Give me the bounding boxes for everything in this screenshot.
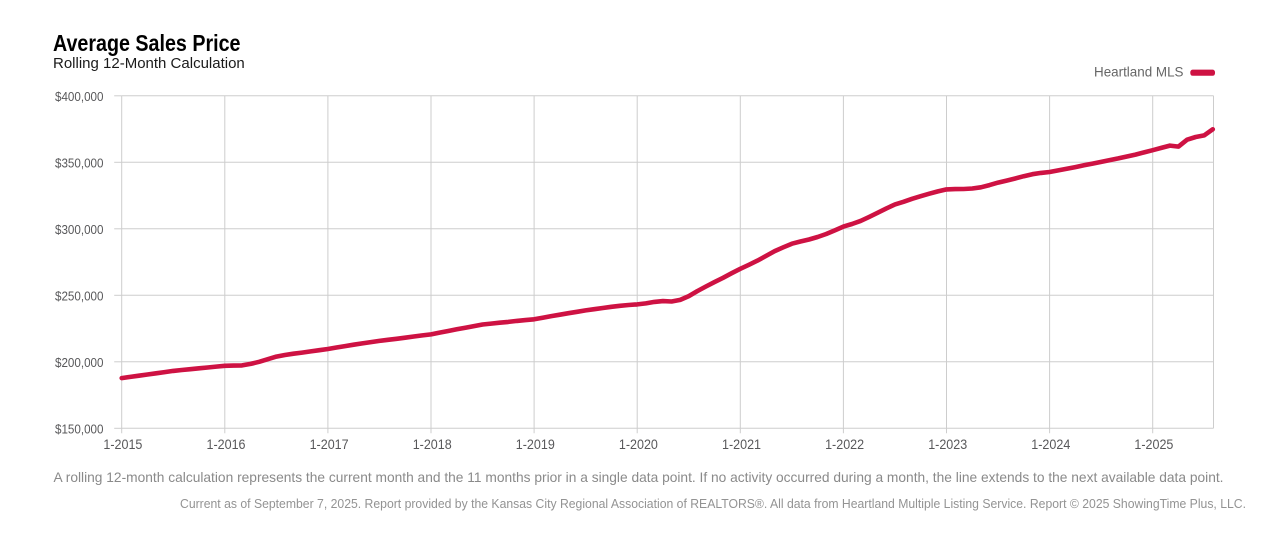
svg-text:$300,000: $300,000 bbox=[55, 222, 104, 237]
svg-text:1-2020: 1-2020 bbox=[619, 437, 658, 452]
svg-text:$400,000: $400,000 bbox=[55, 89, 104, 104]
svg-text:1-2018: 1-2018 bbox=[413, 437, 452, 452]
svg-text:$250,000: $250,000 bbox=[55, 288, 104, 303]
svg-text:Average Sales Price: Average Sales Price bbox=[53, 30, 241, 56]
svg-text:$350,000: $350,000 bbox=[55, 155, 104, 170]
svg-text:A rolling 12-month calculation: A rolling 12-month calculation represent… bbox=[54, 469, 1224, 485]
svg-text:Heartland MLS: Heartland MLS bbox=[1094, 64, 1184, 80]
svg-text:1-2019: 1-2019 bbox=[516, 437, 555, 452]
svg-text:$200,000: $200,000 bbox=[55, 355, 104, 370]
svg-text:Current as of September 7, 202: Current as of September 7, 2025. Report … bbox=[180, 496, 1246, 511]
svg-text:1-2016: 1-2016 bbox=[207, 437, 246, 452]
svg-text:1-2022: 1-2022 bbox=[825, 437, 864, 452]
svg-text:1-2023: 1-2023 bbox=[928, 437, 967, 452]
svg-text:Rolling 12-Month Calculation: Rolling 12-Month Calculation bbox=[53, 55, 245, 72]
svg-text:$150,000: $150,000 bbox=[55, 421, 104, 436]
svg-text:1-2021: 1-2021 bbox=[722, 437, 761, 452]
svg-text:1-2025: 1-2025 bbox=[1134, 437, 1173, 452]
svg-text:1-2024: 1-2024 bbox=[1031, 437, 1071, 452]
svg-text:1-2015: 1-2015 bbox=[103, 437, 142, 452]
svg-text:1-2017: 1-2017 bbox=[310, 437, 349, 452]
